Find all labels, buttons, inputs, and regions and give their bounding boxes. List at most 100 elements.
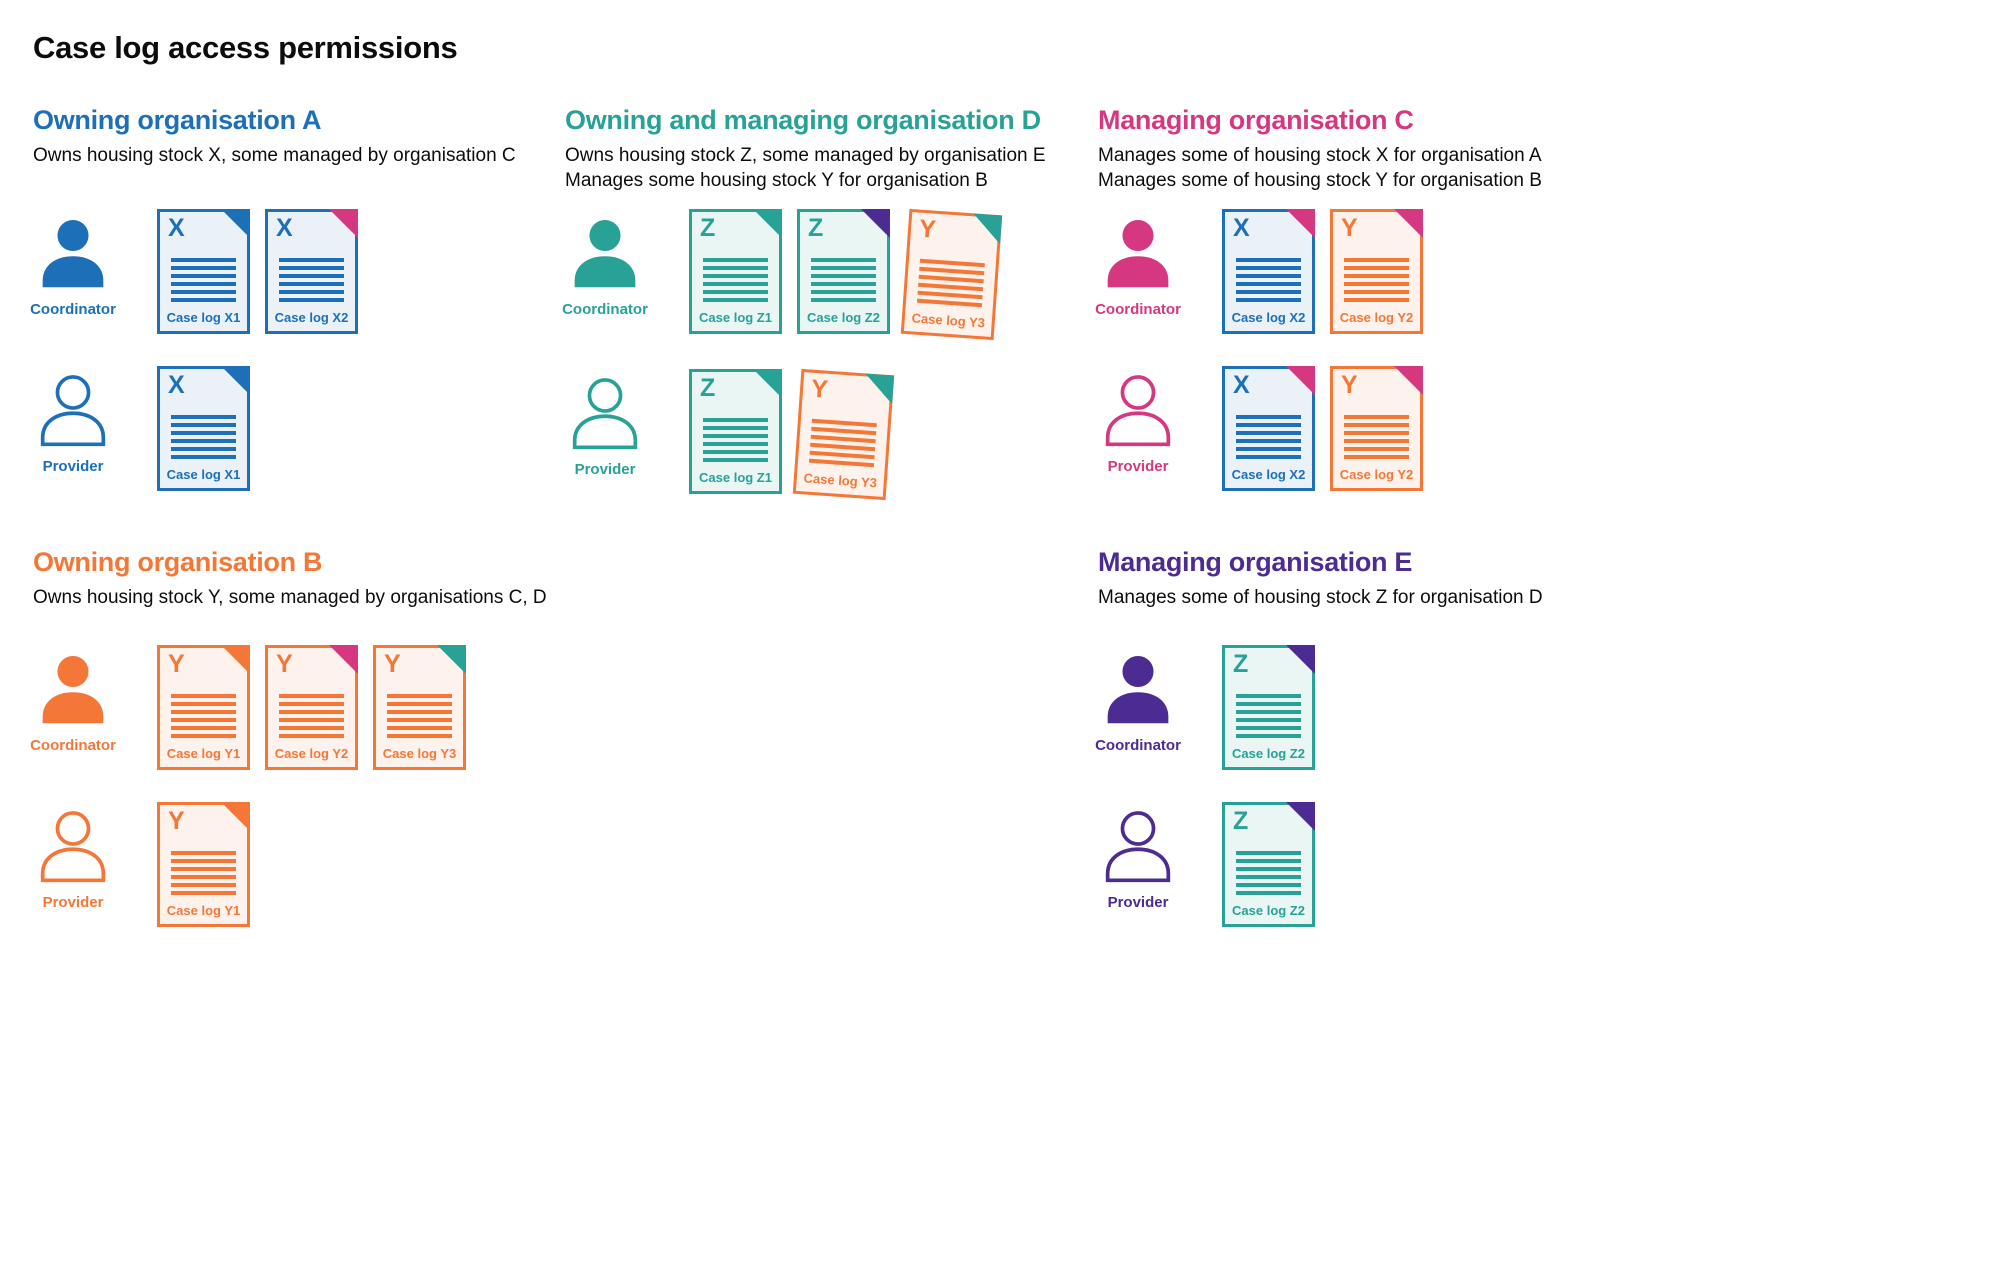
document-text-line [171, 298, 236, 302]
case-log-label: Case log Z2 [1232, 746, 1305, 761]
document-text-line [279, 734, 344, 738]
case-log-documents: X Case log X2 Y Case log Y2 [1222, 209, 1423, 334]
document-text-line [703, 450, 768, 454]
document-text-lines-icon [279, 258, 344, 306]
section-description-line: Manages some housing stock Y for organis… [565, 170, 988, 191]
housing-stock-letter: Z [1233, 650, 1249, 678]
document-text-line [171, 423, 236, 427]
document-text-line [279, 718, 344, 722]
document-text-line [171, 883, 236, 887]
case-log-document-icon: Z Case log Z1 [689, 369, 782, 494]
case-log-label: Case log Y1 [166, 746, 241, 761]
document-text-line [1236, 710, 1301, 714]
person-block: Coordinator [30, 209, 116, 318]
case-log-document-icon: Y Case log Y3 [373, 645, 466, 770]
section-description: Owns housing stock X, some managed by or… [33, 143, 563, 209]
document-text-line [811, 282, 876, 286]
document-text-line [279, 694, 344, 698]
document-text-line [1236, 734, 1301, 738]
role-row-provider: Provider Z Case log Z1 Y Case log Y3 [565, 368, 1095, 501]
case-log-documents: X Case log X2 Y Case log Y2 [1222, 366, 1423, 491]
section-description: Manages some of housing stock X for orga… [1098, 143, 1628, 209]
case-log-label: Case log Z1 [699, 310, 772, 325]
document-text-line [171, 859, 236, 863]
case-log-label: Case log Z2 [1232, 903, 1305, 918]
document-text-line [279, 710, 344, 714]
person-filled-icon [36, 651, 110, 729]
folded-corner-icon [861, 209, 890, 238]
folded-corner-icon [753, 209, 782, 238]
case-log-label: Case log X2 [1231, 467, 1306, 482]
role-label: Provider [42, 458, 104, 475]
housing-stock-letter: Z [700, 374, 716, 402]
section-description-line: Owns housing stock Z, some managed by or… [565, 145, 1046, 166]
document-text-line [1236, 266, 1301, 270]
section-description-line: Manages some of housing stock Y for orga… [1098, 170, 1542, 191]
case-log-document-icon: Y Case log Y2 [1330, 366, 1423, 491]
folded-corner-icon [753, 369, 782, 398]
document-text-lines-icon [171, 694, 236, 742]
case-log-documents: Z Case log Z2 [1222, 645, 1315, 770]
case-log-document-icon: Y Case log Y2 [265, 645, 358, 770]
section-description: Owns housing stock Y, some managed by or… [33, 585, 563, 645]
document-text-line [171, 851, 236, 855]
folded-corner-icon [1286, 209, 1315, 238]
case-log-label: Case log Y2 [274, 746, 349, 761]
document-text-line [1236, 875, 1301, 879]
housing-stock-letter: Y [810, 374, 829, 404]
case-log-label: Case log X2 [1231, 310, 1306, 325]
document-text-line [918, 274, 984, 283]
section-heading: Owning organisation A [33, 105, 322, 135]
housing-stock-letter: Y [384, 650, 401, 678]
document-text-line [1236, 867, 1301, 871]
document-text-lines-icon [171, 415, 236, 463]
housing-stock-letter: X [1233, 214, 1250, 242]
document-text-line [703, 290, 768, 294]
section-owning-and-managing-organisation-d: Owning and managing organisation D Owns h… [562, 103, 1095, 529]
document-text-line [279, 726, 344, 730]
document-text-line [1236, 702, 1301, 706]
document-text-line [171, 734, 236, 738]
document-text-line [171, 290, 236, 294]
housing-stock-letter: X [168, 214, 185, 242]
housing-stock-letter: X [276, 214, 293, 242]
document-text-line [1236, 851, 1301, 855]
housing-stock-letter: X [168, 371, 185, 399]
case-log-label: Case log Y1 [166, 903, 241, 918]
document-text-lines-icon [1236, 415, 1301, 463]
person-outline-icon [1101, 372, 1175, 450]
section-description-line: Owns housing stock Y, some managed by or… [33, 587, 547, 608]
case-log-documents: Y Case log Y1 [157, 802, 250, 927]
document-text-line [1344, 274, 1409, 278]
document-text-line [387, 702, 452, 706]
person-block: Provider [565, 369, 645, 478]
document-text-line [703, 458, 768, 462]
document-text-line [387, 734, 452, 738]
case-log-label: Case log Z1 [699, 470, 772, 485]
person-filled-icon [36, 215, 110, 293]
document-text-line [809, 450, 875, 459]
section-description: Owns housing stock Z, some managed by or… [565, 143, 1095, 209]
document-text-line [919, 266, 985, 275]
document-text-lines-icon [1236, 258, 1301, 306]
housing-stock-letter: Y [168, 650, 185, 678]
folded-corner-icon [1286, 802, 1315, 831]
case-log-document-icon: Y Case log Y3 [900, 208, 1003, 341]
person-outline-icon [568, 375, 642, 453]
document-text-lines-icon [703, 418, 768, 466]
document-text-line [1236, 431, 1301, 435]
role-label: Coordinator [562, 301, 648, 318]
case-log-document-icon: Z Case log Z1 [689, 209, 782, 334]
housing-stock-letter: Y [1341, 371, 1358, 399]
document-text-line [171, 710, 236, 714]
role-label: Provider [1107, 458, 1169, 475]
folded-corner-icon [329, 209, 358, 238]
document-text-line [1236, 258, 1301, 262]
folded-corner-icon [221, 366, 250, 395]
document-text-lines-icon [916, 258, 985, 311]
document-text-line [171, 282, 236, 286]
document-text-lines-icon [1344, 258, 1409, 306]
role-label: Provider [574, 461, 636, 478]
document-text-line [1236, 415, 1301, 419]
